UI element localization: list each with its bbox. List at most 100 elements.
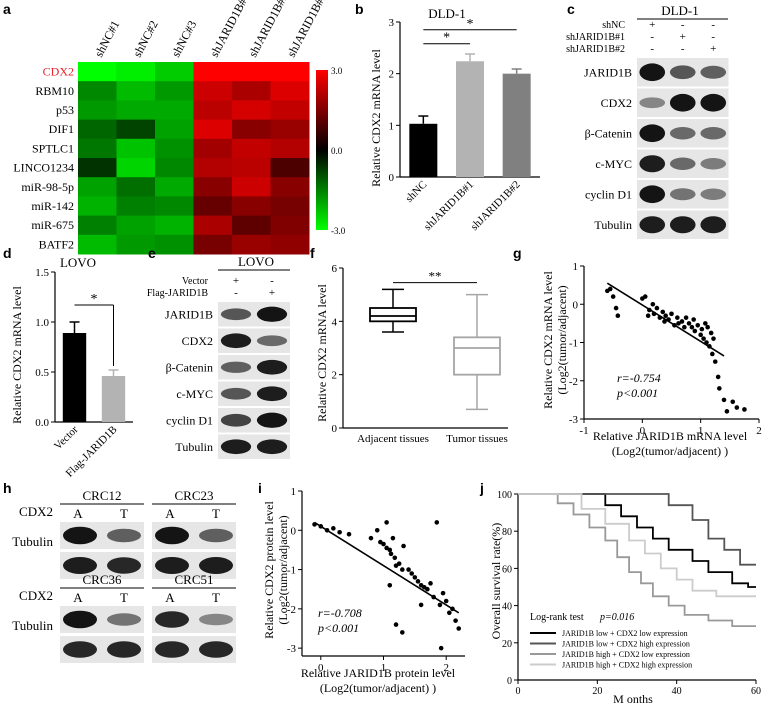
x-tick-label: 1 — [381, 662, 387, 674]
heatmap-cell — [193, 158, 233, 178]
bar — [409, 123, 438, 177]
scatter-point — [453, 618, 458, 623]
scatter-point — [730, 399, 736, 405]
color-scale-ticks: 3.0 0.0 -3.0 — [331, 66, 346, 236]
blot-label: JARID1B — [165, 307, 213, 321]
significance-mark: * — [467, 17, 474, 32]
heatmap-cell — [232, 234, 271, 255]
scatter-point — [682, 324, 687, 330]
color-scale-tick: 0.0 — [331, 146, 343, 156]
scatter-point — [440, 590, 446, 596]
x-tick-label: 40 — [672, 686, 682, 697]
scatter-point — [388, 551, 394, 557]
panel-d-title: LOVO — [60, 255, 96, 270]
lane-label: T — [212, 590, 220, 605]
heatmap-cell — [232, 177, 271, 197]
heatmap-cell — [193, 81, 233, 101]
heatmap-cell — [232, 196, 271, 217]
blot-row-label: Tubulin — [12, 618, 53, 633]
blot-band — [256, 439, 288, 455]
panel-b-label: b — [355, 1, 364, 17]
panel-i-ylabel-2: (Log2(tumor/adjacent) — [276, 515, 290, 624]
heatmap-cell — [193, 119, 233, 140]
heatmap-column-labels: shNC#1 shNC#2 shNC#3 shJARID1B#1shJARID1B#2… — [92, 0, 330, 59]
blot-label: c-MYC — [176, 387, 213, 401]
panel-i-p: p<0.001 — [317, 621, 359, 635]
heatmap-cell — [270, 138, 310, 159]
heatmap-cell — [232, 100, 271, 121]
heatmap-cell — [232, 215, 271, 236]
scatter-point — [642, 294, 648, 299]
x-tick-label: 1 — [698, 425, 704, 437]
scatter-point — [456, 626, 462, 631]
blot-label: CDX2 — [601, 96, 632, 110]
heatmap-cell — [270, 119, 310, 140]
heatmap-cell — [155, 215, 194, 236]
heatmap-cell — [193, 100, 233, 121]
survival-curve — [518, 493, 756, 566]
heatmap-cell — [155, 234, 194, 255]
heatmap-column-label: shNC#1 — [92, 18, 123, 59]
bar — [502, 73, 531, 177]
heatmap-column-label: shNC#3 — [169, 18, 200, 59]
panel-b: b DLD-1 Relative CDX2 mRNA level 0 1 2 3 shN… — [355, 1, 540, 233]
panel-h-label: h — [3, 480, 12, 496]
condition-sign: - — [650, 43, 654, 55]
blot-label: cyclin D1 — [166, 413, 213, 427]
heatmap-cell — [78, 196, 117, 217]
y-tick-label: 0 — [507, 676, 512, 687]
scatter-point — [663, 313, 668, 319]
panel-d-label: d — [3, 245, 12, 261]
survival-plot-j: 0 20 40 60 0 20 40 60 80 100 JARID1B low + CDX2 lo… — [497, 490, 761, 697]
blot-band — [220, 361, 252, 373]
condition-sign: + — [233, 275, 239, 287]
color-scale-tick: 3.0 — [331, 66, 343, 76]
blot-row-label: Tubulin — [12, 534, 53, 549]
blot-band — [700, 188, 727, 200]
scatter-point — [711, 336, 716, 341]
heatmap-row-label: RBM10 — [35, 84, 74, 98]
panel-j-label: j — [479, 480, 484, 496]
panel-f: f Relative CDX2 mRNA level 0 2 4 6 Adjacent … — [310, 245, 508, 445]
heatmap-cell — [155, 196, 194, 217]
survival-curve — [518, 493, 756, 627]
panel-c-label: c — [567, 1, 575, 17]
panel-b-ylabel: Relative CDX2 mRNA level — [369, 49, 383, 187]
scatter-point — [400, 630, 405, 635]
box-plot-f: 0 2 4 6 Adjacent tissues Tumor tissues ** — [332, 263, 508, 445]
heatmap-cell — [78, 119, 117, 140]
heatmap-cell — [116, 119, 156, 140]
x-tick-label: 0 — [318, 662, 324, 674]
x-tick-label: 20 — [592, 686, 602, 697]
y-tick-label: -2 — [287, 604, 296, 616]
blot-band — [63, 641, 97, 658]
scatter-point — [686, 321, 692, 326]
lane-label: A — [73, 506, 83, 521]
heatmap-cell — [78, 158, 117, 178]
blot-band — [107, 641, 141, 658]
blot-label: Tubulin — [175, 440, 213, 454]
blot-band — [700, 126, 727, 140]
blot-label: CDX2 — [182, 334, 213, 348]
box — [453, 336, 501, 376]
heatmap-cell — [78, 234, 117, 255]
heatmap-cell — [193, 215, 233, 236]
scatter-point — [692, 328, 698, 334]
panel-f-label: f — [310, 245, 315, 261]
heatmap-cell — [232, 62, 271, 82]
scatter-point — [400, 567, 405, 572]
scatter-point — [331, 526, 336, 531]
lane-label: A — [165, 506, 175, 521]
blot-band — [700, 216, 727, 234]
significance-mark: * — [443, 31, 450, 46]
condition-sign: + — [649, 19, 655, 31]
scatter-point — [734, 405, 740, 410]
heatmap-cell — [116, 81, 156, 101]
heatmap-cell — [232, 81, 271, 101]
heatmap-cell — [116, 177, 156, 197]
scatter-point — [396, 561, 402, 566]
blot-band — [199, 613, 233, 626]
y-tick-label: -3 — [287, 643, 297, 655]
legend-entry: JARID1B low + CDX2 low expression — [562, 629, 688, 638]
